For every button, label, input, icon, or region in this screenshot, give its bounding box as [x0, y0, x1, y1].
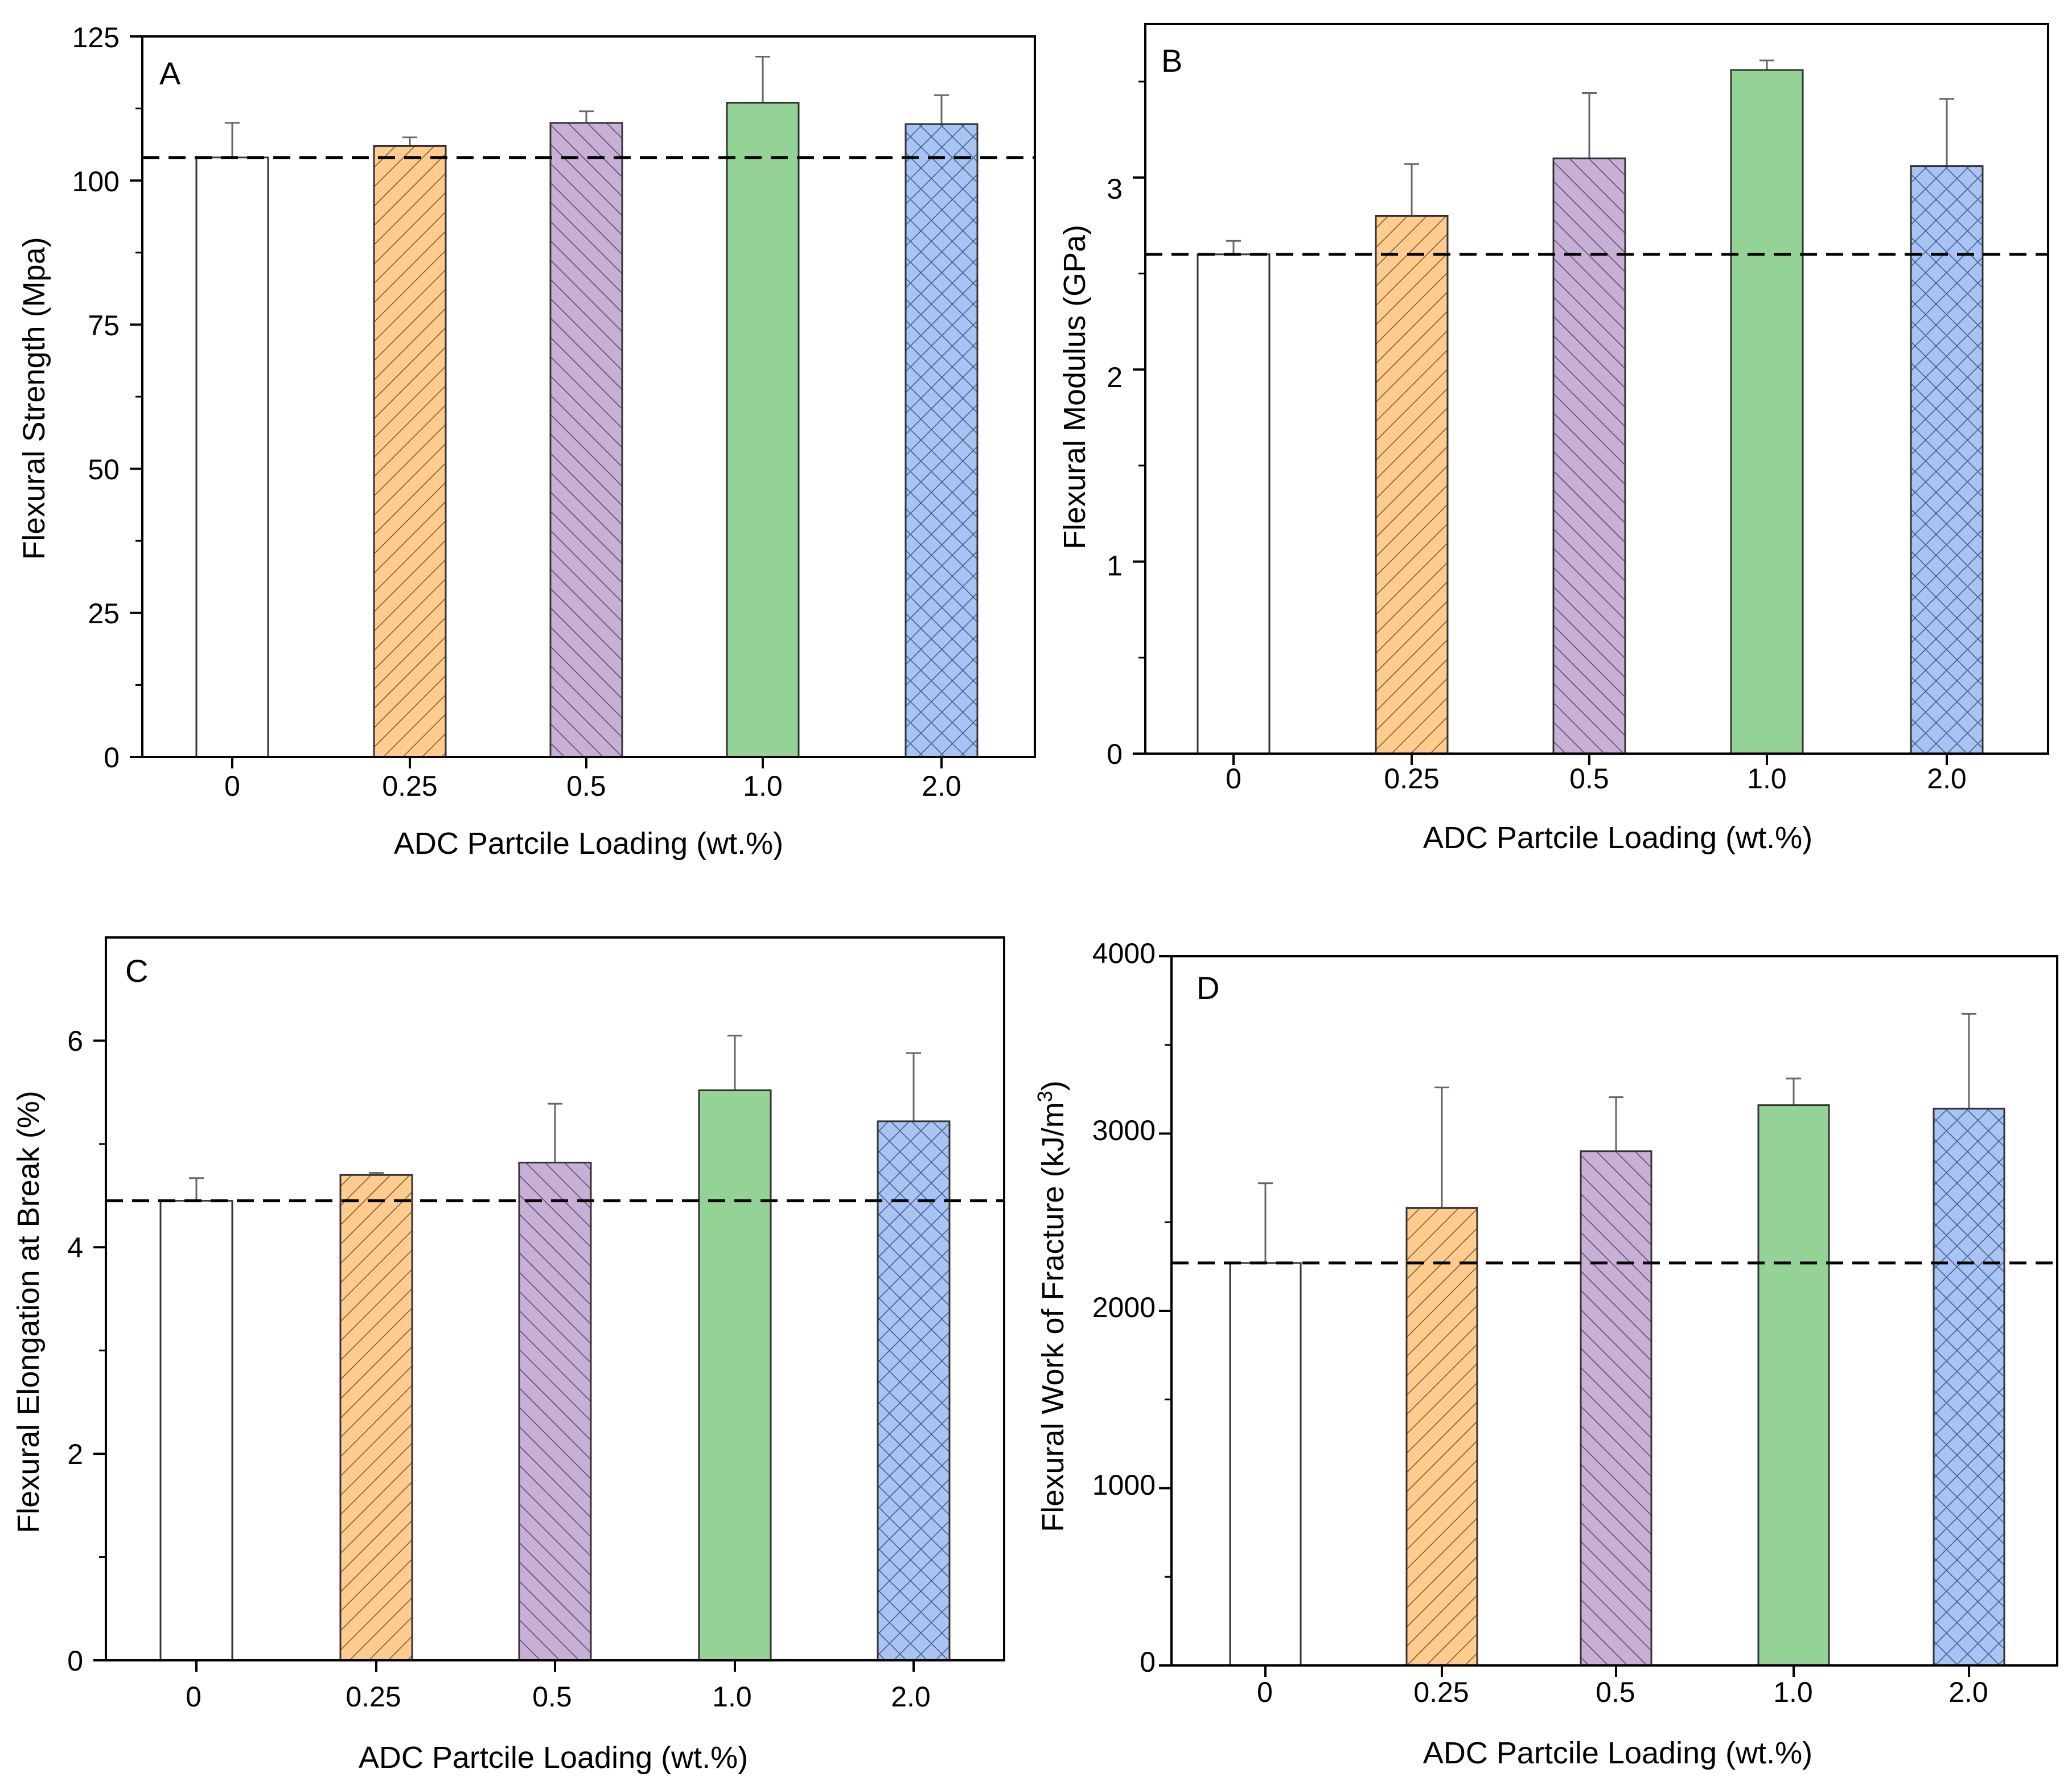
- panel-d-bar-4: [1933, 1108, 2005, 1667]
- panel-c-ytick-1: 2: [67, 1438, 83, 1470]
- panel-d-letter: D: [1197, 970, 1219, 1006]
- panel-d-bar-0: [1229, 1262, 1302, 1667]
- panel-d-ylabel-end: ): [1036, 1080, 1070, 1091]
- panel-b-xtick-1: 0.25: [1384, 763, 1439, 795]
- panel-c-xtick-0: 0: [186, 1681, 202, 1713]
- panel-c-xtick-3: 1.0: [712, 1681, 752, 1713]
- panel-c-letter: C: [125, 953, 148, 989]
- panel-d-bar-2: [1580, 1150, 1652, 1667]
- panel-c-xtick-1: 0.25: [346, 1681, 401, 1713]
- panel-d-bar-3: [1757, 1104, 1830, 1667]
- panel-b-xtick-2: 0.5: [1569, 763, 1609, 795]
- panel-c-xlabel: ADC Partcile Loading (wt.%): [359, 1741, 748, 1775]
- panel-a-xtick-2: 0.5: [566, 770, 606, 802]
- panel-a-bar-3: [726, 101, 800, 758]
- panel-b-plot: [1133, 23, 2049, 765]
- panel-d-xtick-1: 0.25: [1413, 1676, 1469, 1708]
- panel-a: A 0 0.25 0.5 1.0 2.0 0 25 50 75 100 125 …: [17, 22, 1036, 861]
- panel-d-xtick-4: 2.0: [1948, 1676, 1988, 1708]
- panel-c-ytick-2: 4: [67, 1232, 83, 1264]
- panel-a-bar-2: [549, 122, 623, 758]
- panel-b-ytick-3: 3: [1107, 173, 1123, 205]
- panel-d-ytick-2: 2000: [1092, 1291, 1156, 1323]
- panel-a-xtick-0: 0: [224, 770, 240, 802]
- panel-b-bar-3: [1730, 69, 1804, 755]
- panel-c-bar-0: [159, 1200, 233, 1661]
- panel-c-bar-1: [339, 1174, 413, 1661]
- panel-a-xtick-3: 1.0: [743, 770, 783, 802]
- panel-b-bar-0: [1197, 253, 1271, 755]
- panel-c-bar-2: [518, 1162, 592, 1661]
- panel-b-ytick-0: 0: [1107, 738, 1123, 770]
- panel-b-frame: [1144, 23, 2049, 755]
- panel-d-xtick-2: 0.5: [1596, 1676, 1635, 1708]
- panel-b-ytick-1: 1: [1107, 550, 1123, 582]
- panel-a-ytick-3: 75: [88, 310, 120, 342]
- panel-d-ytick-3: 3000: [1092, 1114, 1156, 1146]
- panel-d-ylabel-sup: 3: [1033, 1091, 1056, 1102]
- panel-c-bar-3: [698, 1089, 772, 1661]
- panel-a-bar-1: [373, 145, 447, 758]
- panel-a-ytick-0: 0: [104, 742, 120, 774]
- panel-b-bar-4: [1910, 165, 1984, 755]
- panel-c: C 0 0.25 0.5 1.0 2.0 0 2 4 6 ADC Partcil…: [11, 936, 1005, 1775]
- panel-b-xlabel: ADC Partcile Loading (wt.%): [1423, 821, 1812, 855]
- panel-a-plot: [130, 35, 1036, 768]
- panel-b-bar-2: [1552, 157, 1626, 755]
- panel-a-ytick-2: 50: [88, 454, 120, 486]
- panel-d: D 0 0.25 0.5 1.0 2.0 0 1000 2000 3000 40…: [1033, 937, 2058, 1770]
- panel-a-xtick-4: 2.0: [922, 770, 961, 802]
- panel-c-xtick-4: 2.0: [891, 1681, 931, 1713]
- panel-d-xtick-0: 0: [1257, 1676, 1273, 1708]
- panel-b-bar-1: [1375, 215, 1449, 755]
- panel-b-ylabel: Flexural Modulus (GPa): [1058, 225, 1092, 549]
- panel-d-xtick-3: 1.0: [1773, 1676, 1813, 1708]
- panel-c-ytick-0: 0: [67, 1645, 83, 1677]
- panel-a-ytick-5: 125: [72, 22, 120, 54]
- panel-a-bar-0: [195, 157, 269, 758]
- panel-a-bar-4: [905, 123, 979, 758]
- panel-c-ylabel: Flexural Elongation at Break (%): [11, 1091, 46, 1533]
- panel-d-ylabel: Flexural Work of Fracture (kJ/m3): [1033, 1080, 1071, 1532]
- panel-a-xlabel: ADC Partcile Loading (wt.%): [394, 826, 783, 861]
- panel-d-xlabel: ADC Partcile Loading (wt.%): [1423, 1736, 1812, 1770]
- panel-b-letter: B: [1161, 43, 1182, 79]
- panel-d-plot: [1159, 955, 2058, 1677]
- panel-a-ylabel: Flexural Strength (Mpa): [17, 237, 51, 560]
- panel-c-plot: [93, 936, 1005, 1672]
- panel-b-ytick-2: 2: [1107, 361, 1123, 393]
- panel-b-xtick-3: 1.0: [1747, 763, 1787, 795]
- panel-d-ytick-0: 0: [1140, 1646, 1156, 1678]
- panel-b-xtick-4: 2.0: [1927, 763, 1967, 795]
- panel-b: B 0 0.25 0.5 1.0 2.0 0 1 2 3 ADC Partcil…: [1058, 23, 2049, 855]
- panel-c-bar-4: [877, 1120, 951, 1661]
- panel-c-ytick-3: 6: [67, 1025, 83, 1057]
- panel-a-xtick-1: 0.25: [382, 770, 437, 802]
- panel-a-ytick-1: 25: [88, 598, 120, 630]
- panel-a-ytick-4: 100: [72, 166, 120, 198]
- panel-d-ylabel-main: Flexural Work of Fracture (kJ/m: [1036, 1102, 1070, 1532]
- panel-d-ytick-4: 4000: [1092, 937, 1156, 969]
- panel-c-xtick-2: 0.5: [532, 1681, 572, 1713]
- panel-d-ytick-1: 1000: [1092, 1469, 1156, 1501]
- panel-d-bar-1: [1405, 1207, 1478, 1667]
- panel-b-xtick-0: 0: [1226, 763, 1241, 795]
- panel-a-letter: A: [159, 55, 181, 91]
